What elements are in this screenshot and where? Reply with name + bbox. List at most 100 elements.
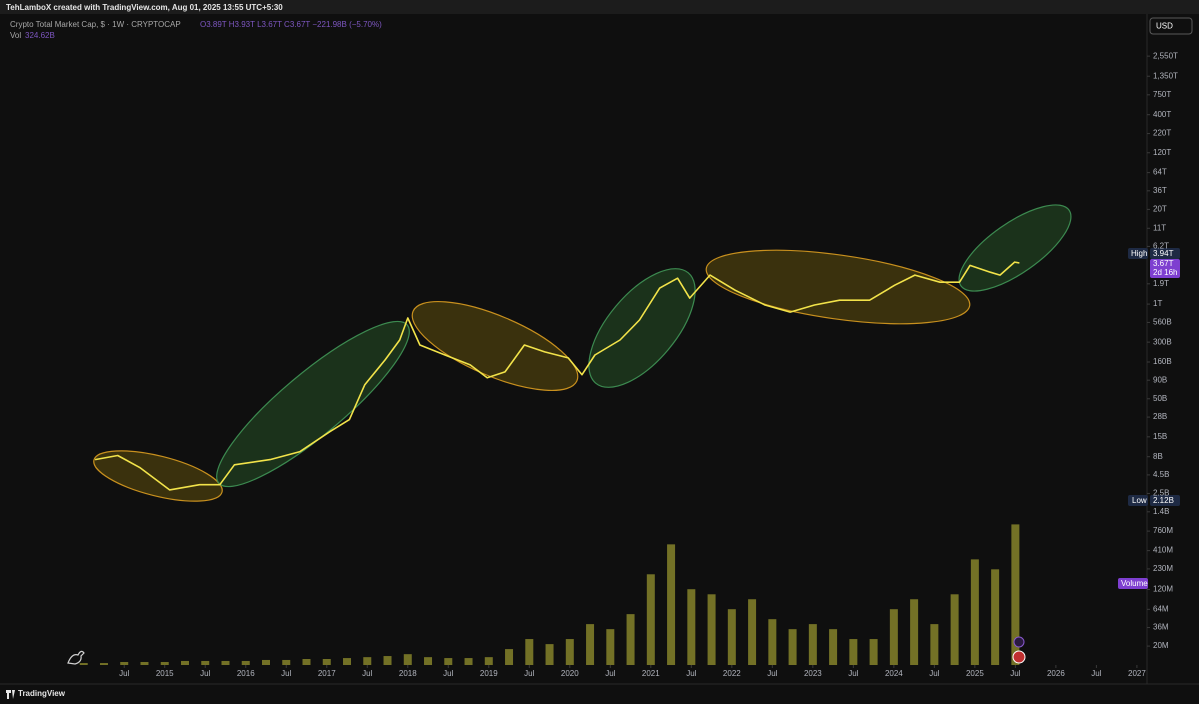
volume-bar (464, 658, 473, 665)
y-tick-label: 6.2T (1153, 242, 1169, 251)
y-tick-label: 36M (1153, 623, 1169, 632)
last-price: 3.67T (1153, 259, 1174, 268)
volume-bar (889, 609, 898, 665)
y-tick-label: 400T (1153, 110, 1171, 119)
event-icon[interactable] (1012, 650, 1026, 664)
volume-bar (707, 594, 716, 665)
y-tick-label: 560B (1153, 318, 1172, 327)
bull-ellipse (216, 320, 410, 488)
x-tick-label: 2027 (1128, 669, 1146, 678)
y-tick-label: 1,350T (1153, 71, 1178, 80)
y-tick-label: 28B (1153, 412, 1167, 421)
high-value-box (1150, 248, 1180, 259)
volume-bar (403, 654, 412, 665)
price-line (94, 261, 1020, 491)
legend-ohlc: O3.89T H3.93T L3.67T C3.67T −221.98B (−5… (200, 20, 382, 29)
volume-bar (646, 574, 655, 665)
x-tick-label: 2026 (1047, 669, 1065, 678)
volume-bar (869, 639, 878, 665)
y-tick-label: 1.4B (1153, 507, 1169, 516)
x-tick-label: Jul (686, 669, 696, 678)
y-tick-label: 90B (1153, 375, 1167, 384)
x-tick-label: 2024 (885, 669, 903, 678)
volume-bar (262, 659, 271, 665)
volume-bar (444, 658, 453, 665)
volume-bar (768, 619, 777, 665)
high-tag (1128, 248, 1148, 259)
x-tick-label: 2022 (723, 669, 741, 678)
volume-bar (120, 661, 129, 665)
volume-bar (991, 569, 1000, 665)
y-tick-label: 4.5B (1153, 470, 1169, 479)
x-tick-label: 2018 (399, 669, 417, 678)
volume-bar (970, 559, 979, 665)
x-tick-label: Jul (119, 669, 129, 678)
bull-ellipse (958, 204, 1072, 292)
event-icon[interactable] (1013, 636, 1025, 648)
x-tick-label: Jul (524, 669, 534, 678)
volume-bar (180, 660, 189, 665)
low-tag (1128, 495, 1148, 506)
bull-ellipse (588, 268, 696, 388)
volume-bar (322, 658, 331, 665)
low-label: Low (1132, 496, 1147, 505)
volume-bar (687, 589, 696, 665)
x-tick-label: Jul (1010, 669, 1020, 678)
dino-icon[interactable] (67, 650, 85, 665)
last-price-box (1150, 259, 1180, 278)
x-tick-label: 2020 (561, 669, 579, 678)
y-tick-label: 160B (1153, 357, 1172, 366)
volume-bar (505, 649, 514, 665)
volume-label: Volume (1121, 579, 1148, 588)
currency-button[interactable] (1149, 17, 1193, 35)
volume-bar (302, 658, 311, 665)
x-tick-label: Jul (362, 669, 372, 678)
y-tick-label: 410M (1153, 546, 1173, 555)
volume-bar (586, 624, 595, 665)
volume-bar (606, 629, 615, 665)
x-tick-label: Jul (605, 669, 615, 678)
annotations (93, 204, 1072, 502)
brand-name: TradingView (18, 689, 66, 698)
x-tick-label: Jul (200, 669, 210, 678)
high-label: High (1131, 249, 1147, 258)
y-tick-label: 20T (1153, 205, 1167, 214)
y-tick-label: 15B (1153, 432, 1167, 441)
volume-bar (727, 609, 736, 665)
y-tick-label: 2,550T (1153, 51, 1178, 60)
y-tick-label: 36T (1153, 186, 1167, 195)
volume-bar (160, 661, 169, 665)
volume-bar (525, 639, 534, 665)
x-tick-label: Jul (929, 669, 939, 678)
x-tick-label: 2016 (237, 669, 255, 678)
x-tick-label: Jul (443, 669, 453, 678)
volume-bar (849, 639, 858, 665)
high-value: 3.94T (1153, 249, 1174, 258)
x-tick-label: 2023 (804, 669, 822, 678)
volume-bar (788, 629, 797, 665)
y-tick-label: 2.5B (1153, 489, 1169, 498)
y-tick-label: 20M (1153, 641, 1169, 650)
bear-ellipse (93, 450, 223, 502)
currency-label[interactable]: USD (1156, 22, 1173, 31)
header-credit: TehLamboX created with TradingView.com, … (6, 3, 283, 12)
y-tick-label: 760M (1153, 526, 1173, 535)
y-tick-label: 120M (1153, 585, 1173, 594)
y-tick-label: 64M (1153, 604, 1169, 613)
x-tick-label: Jul (1091, 669, 1101, 678)
y-tick-label: 1.9T (1153, 279, 1169, 288)
volume-bar (363, 657, 372, 665)
volume-bar (140, 661, 149, 665)
bear-ellipse (411, 300, 579, 392)
volume-bar (99, 663, 108, 665)
volume-tag (1118, 578, 1148, 589)
volume-bar (343, 658, 352, 665)
volume-bar (808, 624, 817, 665)
volume-bar (565, 639, 574, 665)
volume-bar (910, 599, 919, 665)
y-tick-label: 64T (1153, 168, 1167, 177)
volume-bar (201, 660, 210, 665)
x-tick-label: 2025 (966, 669, 984, 678)
brand-logo (6, 690, 15, 699)
